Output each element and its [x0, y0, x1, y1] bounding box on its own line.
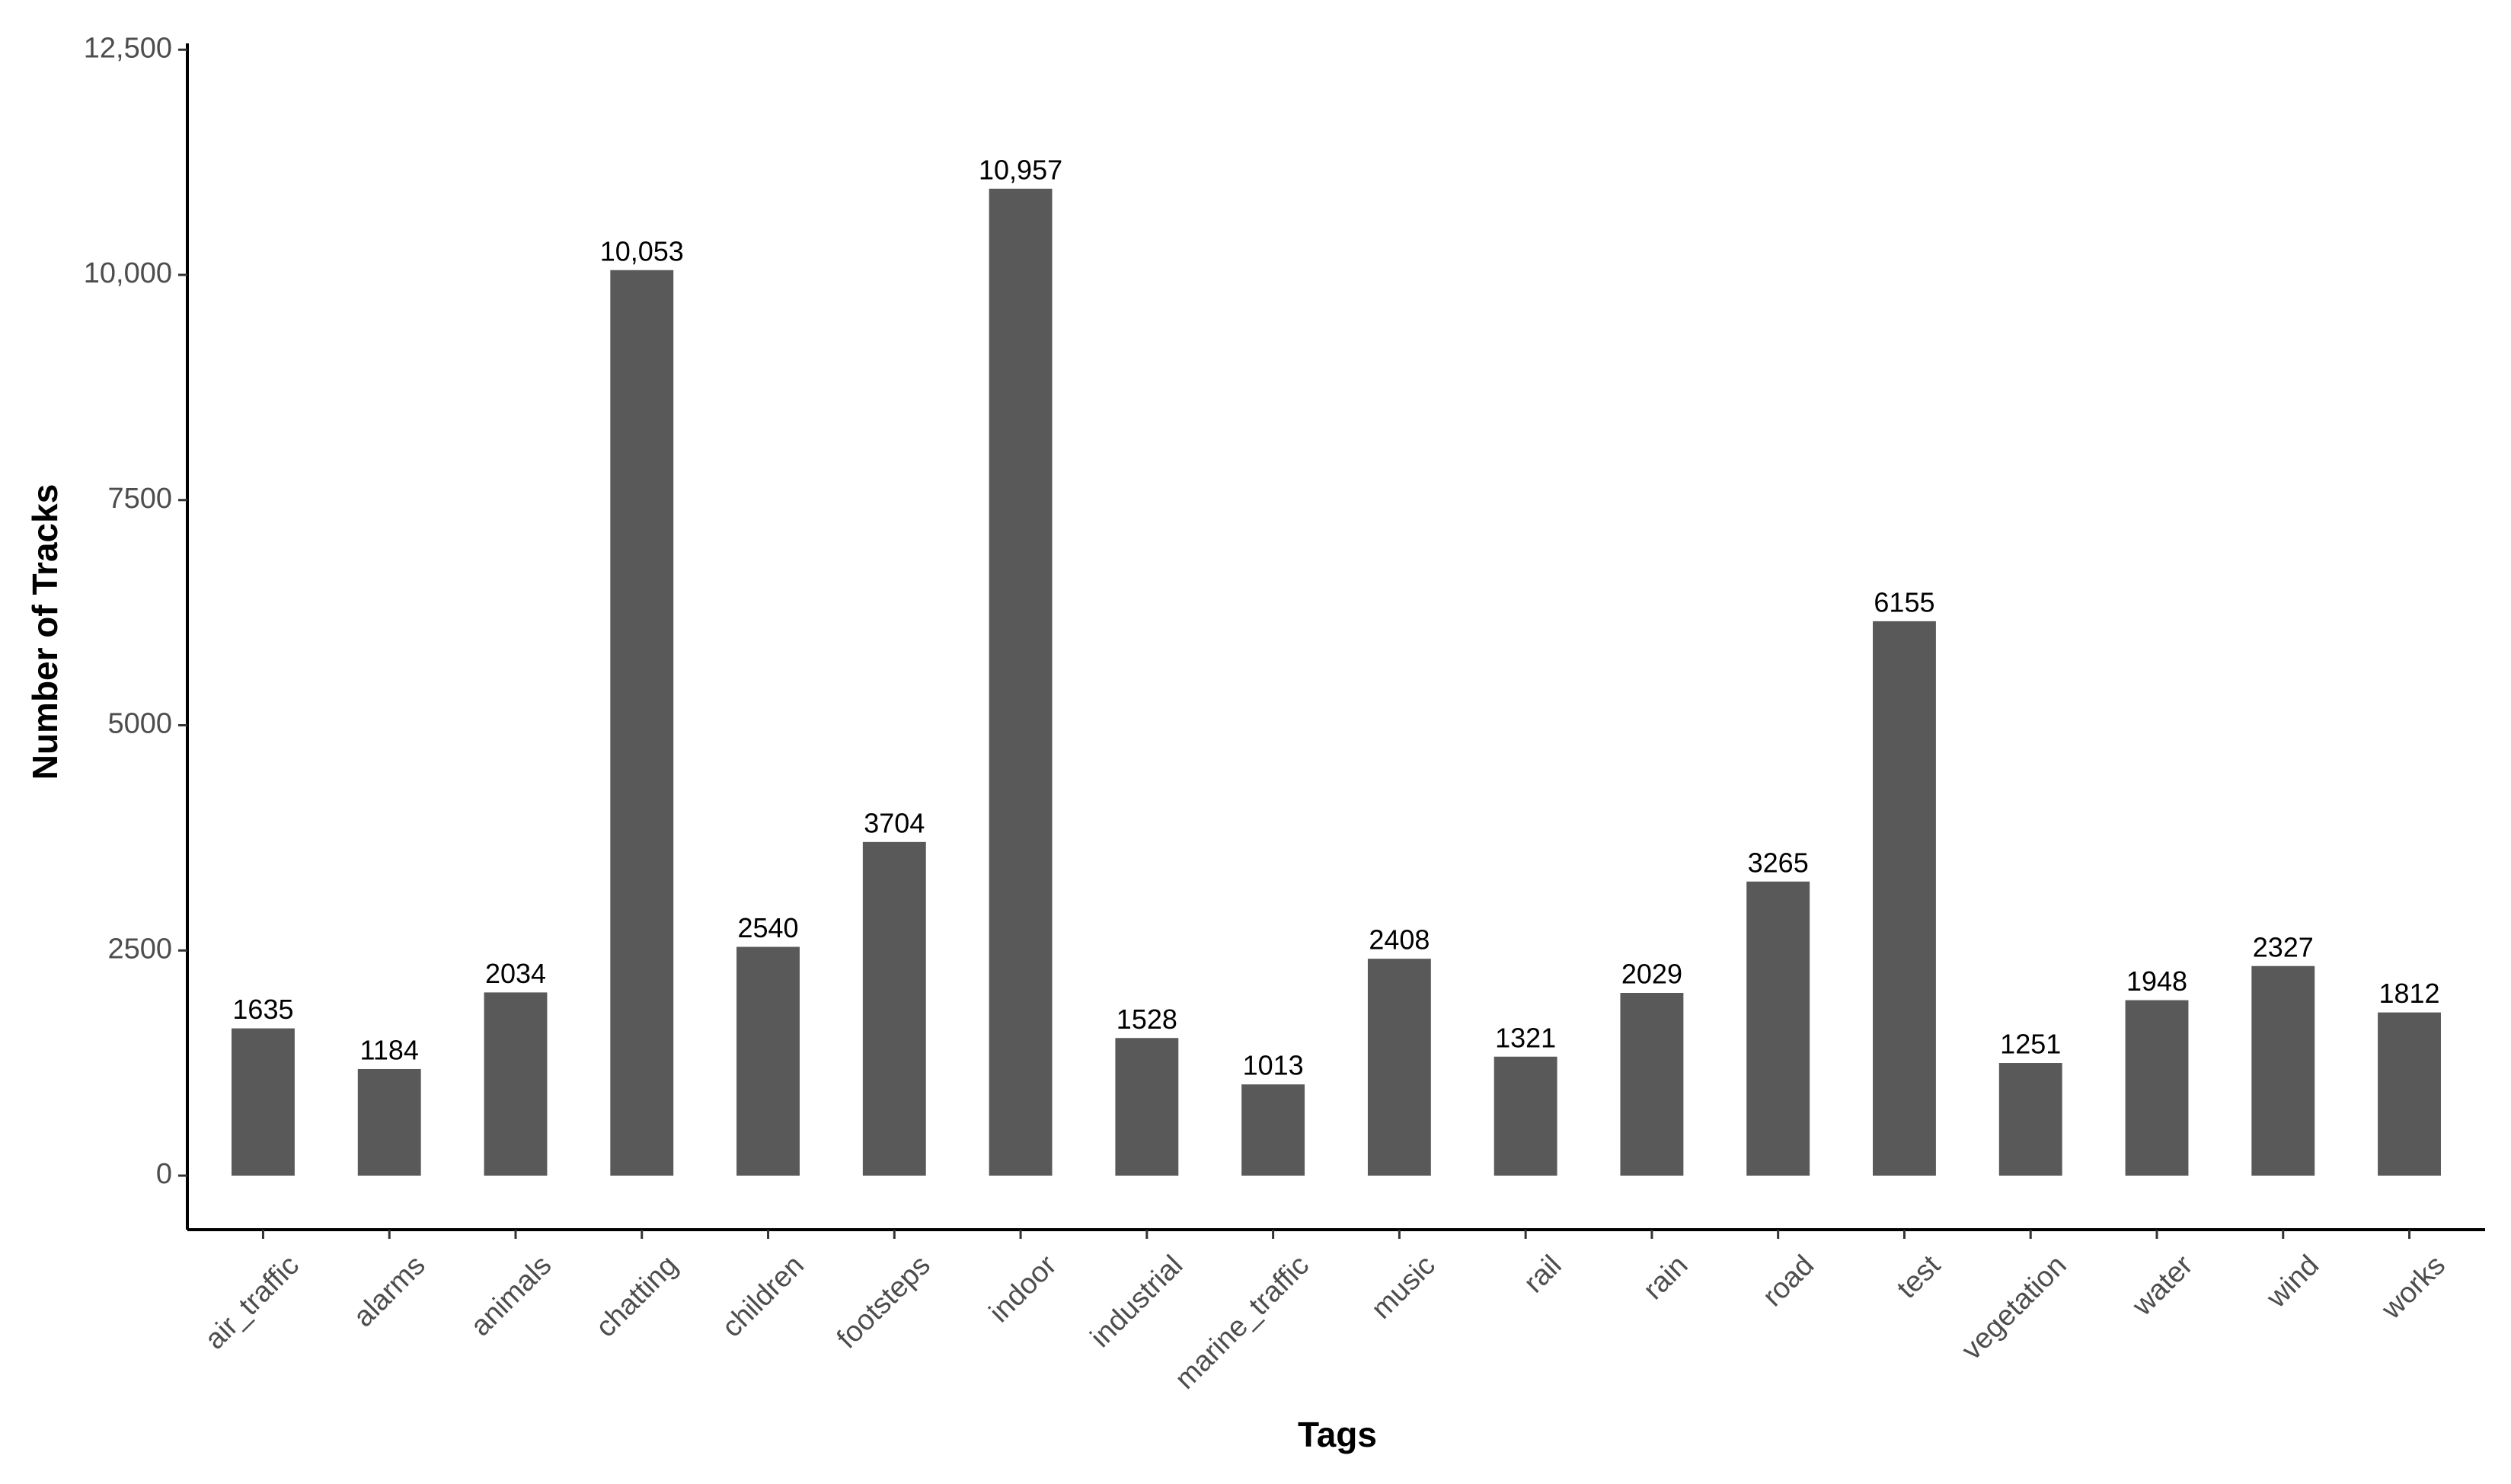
x-tick-label: rain [1637, 1249, 1695, 1307]
y-axis-title: Number of Tracks [25, 484, 65, 780]
bar [1998, 1063, 2062, 1176]
y-tick-label: 12,500 [84, 32, 172, 64]
bar [2251, 965, 2315, 1176]
value-label: 10,053 [600, 235, 684, 266]
value-label: 1184 [360, 1034, 419, 1065]
bar [1620, 992, 1684, 1176]
x-tick-label: road [1757, 1249, 1820, 1313]
x-tick-label: children [716, 1249, 810, 1344]
bar [232, 1028, 295, 1176]
x-tick-label: works [2375, 1249, 2452, 1326]
x-tick-label: indoor [983, 1249, 1063, 1329]
bar [2125, 1000, 2189, 1176]
x-tick-label: test [1891, 1249, 1947, 1304]
bar [862, 841, 926, 1176]
value-label: 10,957 [979, 154, 1062, 185]
value-label: 1321 [1495, 1022, 1556, 1053]
x-tick-label: music [1366, 1249, 1442, 1326]
bar [989, 188, 1053, 1176]
value-label: 3704 [864, 807, 925, 838]
y-tick-label: 2500 [107, 933, 172, 965]
value-label: 2029 [1621, 959, 1682, 990]
bar [1494, 1056, 1557, 1176]
x-tick-label: marine_traffic [1169, 1249, 1315, 1396]
value-label: 3265 [1748, 847, 1809, 878]
x-axis-title: Tags [1298, 1415, 1377, 1454]
x-tick-label: vegetation [1956, 1249, 2073, 1367]
value-label: 1948 [2126, 965, 2187, 997]
bar [1746, 881, 1810, 1176]
value-label: 1013 [1243, 1050, 1304, 1081]
x-tick-label: industrial [1085, 1249, 1189, 1354]
value-label: 1635 [232, 994, 293, 1025]
x-tick-label: wind [2260, 1249, 2326, 1315]
bar [1367, 959, 1431, 1176]
x-tick-label: footsteps [831, 1249, 937, 1355]
x-tick-label: water [2126, 1249, 2199, 1323]
value-label: 1528 [1117, 1004, 1177, 1035]
bar [1873, 621, 1936, 1176]
bar [1115, 1038, 1179, 1176]
x-tick-label: chatting [589, 1249, 684, 1344]
x-tick-label: alarms [347, 1249, 431, 1333]
bar [610, 270, 674, 1176]
bar [484, 992, 548, 1176]
value-label: 2034 [485, 958, 546, 989]
y-tick-label: 7500 [107, 483, 172, 515]
bar [1241, 1084, 1305, 1176]
value-label: 2327 [2253, 931, 2314, 962]
x-tick-label: air_traffic [199, 1249, 305, 1356]
x-tick-label: rail [1518, 1249, 1568, 1300]
y-tick-label: 10,000 [84, 257, 172, 289]
bar [736, 946, 800, 1176]
bar [357, 1068, 421, 1176]
x-tick-label: animals [465, 1249, 557, 1342]
value-label: 2540 [737, 912, 798, 943]
bar [2378, 1012, 2441, 1176]
value-label: 2408 [1369, 924, 1430, 956]
y-tick-label: 0 [156, 1158, 172, 1190]
y-tick-label: 5000 [107, 708, 172, 740]
value-label: 1812 [2378, 978, 2439, 1009]
value-label: 6155 [1874, 586, 1934, 618]
value-label: 1251 [2000, 1029, 2061, 1060]
